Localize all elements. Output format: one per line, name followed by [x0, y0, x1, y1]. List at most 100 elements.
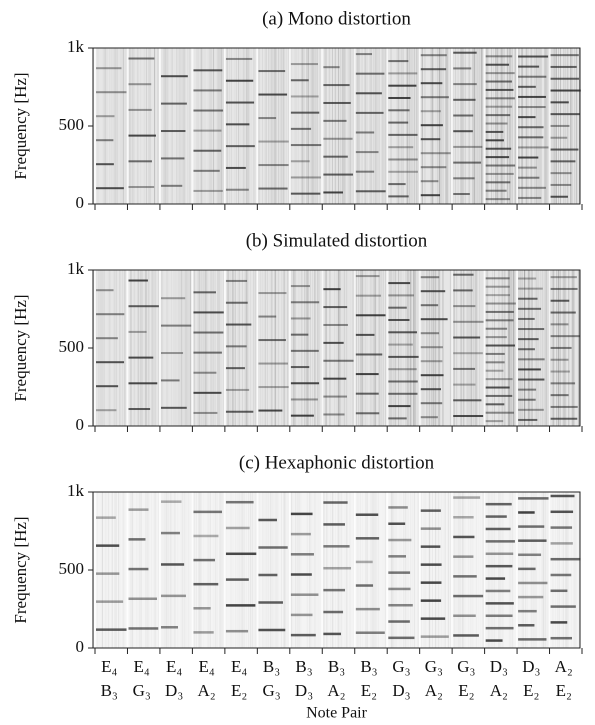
spectrogram-noise — [175, 492, 176, 648]
spectrogram-stripe — [193, 129, 222, 132]
y-tick-label: 0 — [76, 637, 85, 656]
spectrogram-noise — [474, 270, 476, 426]
spectrogram-noise — [449, 492, 451, 648]
spectrogram-noise — [308, 492, 310, 648]
spectrogram-stripe — [323, 155, 348, 158]
spectrogram-noise — [339, 270, 341, 426]
spectrogram-noise — [508, 492, 510, 648]
spectrogram-noise — [326, 48, 327, 204]
spectrogram-noise — [136, 48, 138, 204]
spectrogram-noise — [148, 492, 150, 648]
spectrogram-noise — [220, 492, 221, 648]
spectrogram-stripe — [485, 639, 503, 642]
spectrogram-noise — [464, 48, 466, 204]
spectrogram-stripe — [420, 110, 441, 113]
spectrogram-stripe — [290, 301, 320, 304]
spectrogram-noise — [371, 48, 373, 204]
spectrogram-noise — [349, 48, 350, 204]
spectrogram-noise — [377, 48, 379, 204]
spectrogram-stripe — [355, 190, 386, 193]
spectrogram-noise — [459, 492, 460, 648]
spectrogram-stripe — [258, 339, 286, 342]
spectrogram-noise — [389, 492, 390, 648]
spectrogram-noise — [413, 48, 415, 204]
spectrogram-noise — [366, 492, 368, 648]
spectrogram-noise — [344, 270, 345, 426]
spectrogram-noise — [344, 492, 346, 648]
spectrogram-stripe — [355, 631, 385, 634]
spectrogram-noise — [485, 270, 487, 426]
spectrogram-noise — [406, 492, 408, 648]
spectrogram-stripe — [550, 573, 572, 577]
spectrogram-noise — [108, 270, 110, 426]
spectrogram-stripe — [225, 526, 250, 530]
spectrogram-stripe — [420, 290, 446, 293]
spectrogram-noise — [413, 270, 415, 426]
spectrogram-stripe — [225, 388, 250, 391]
spectrogram-noise — [464, 492, 466, 648]
spectrogram-noise — [221, 48, 223, 204]
spectrogram-noise — [340, 48, 342, 204]
spectrogram-noise — [225, 48, 227, 204]
x-tick-label: E₂ — [231, 681, 247, 700]
spectrogram-noise — [210, 492, 211, 648]
spectrogram-noise — [326, 492, 327, 648]
spectrogram-noise — [542, 270, 543, 426]
spectrogram-stripe — [225, 145, 255, 148]
x-axis-label: Note Pair — [306, 705, 368, 722]
spectrogram-noise — [513, 270, 514, 426]
spectrogram-noise — [213, 48, 215, 204]
spectrogram-noise — [315, 492, 317, 648]
spectrogram-stripe — [518, 609, 537, 613]
spectrogram-noise — [526, 48, 527, 204]
spectrogram-noise — [410, 270, 412, 426]
spectrogram-noise — [431, 270, 432, 426]
spectrogram-noise — [137, 48, 139, 204]
spectrogram-noise — [242, 48, 244, 204]
spectrogram-stripe — [323, 359, 354, 362]
x-tick-label: B₃ — [328, 657, 345, 676]
spectrogram-noise — [342, 48, 344, 204]
spectrogram-noise — [102, 270, 103, 426]
spectrogram-noise — [563, 48, 564, 204]
spectrogram-noise — [407, 48, 409, 204]
spectrogram-noise — [414, 48, 416, 204]
spectrogram-noise — [404, 492, 406, 648]
spectrogram-stripe — [258, 573, 278, 577]
spectrogram-noise — [291, 48, 293, 204]
spectrogram-stripe — [518, 638, 547, 641]
spectrogram-noise — [460, 270, 461, 426]
spectrogram-noise — [221, 48, 223, 204]
spectrogram — [93, 48, 581, 204]
spectrogram-stripe — [258, 362, 288, 365]
spectrogram-noise — [157, 48, 159, 204]
spectrogram-noise — [148, 48, 150, 204]
spectrogram-noise — [311, 48, 313, 204]
spectrogram — [93, 492, 581, 648]
spectrogram-noise — [216, 492, 218, 648]
spectrogram-noise — [131, 270, 132, 426]
spectrogram-stripe — [420, 388, 441, 391]
spectrogram-stripe — [485, 515, 507, 518]
spectrogram-noise — [531, 270, 533, 426]
spectrogram-noise — [299, 270, 301, 426]
spectrogram-stripe — [258, 518, 277, 522]
spectrogram-noise — [214, 492, 215, 648]
spectrogram-noise — [494, 492, 495, 648]
spectrogram-stripe — [518, 55, 549, 58]
spectrogram-noise — [232, 270, 234, 426]
spectrogram-noise — [111, 48, 113, 204]
spectrogram-stripe — [128, 57, 155, 60]
spectrogram-stripe — [193, 510, 222, 514]
spectrogram-noise — [288, 48, 290, 204]
spectrogram-noise — [122, 48, 124, 204]
spectrogram-stripe — [388, 294, 414, 297]
onset-line — [256, 48, 259, 204]
x-tick-label: B₃ — [360, 657, 377, 676]
spectrogram-noise — [162, 48, 164, 204]
spectrogram-stripe — [290, 633, 316, 637]
spectrogram-stripe — [388, 538, 412, 542]
spectrogram-noise — [461, 48, 463, 204]
spectrogram-noise — [302, 48, 304, 204]
spectrogram-noise — [215, 48, 216, 204]
